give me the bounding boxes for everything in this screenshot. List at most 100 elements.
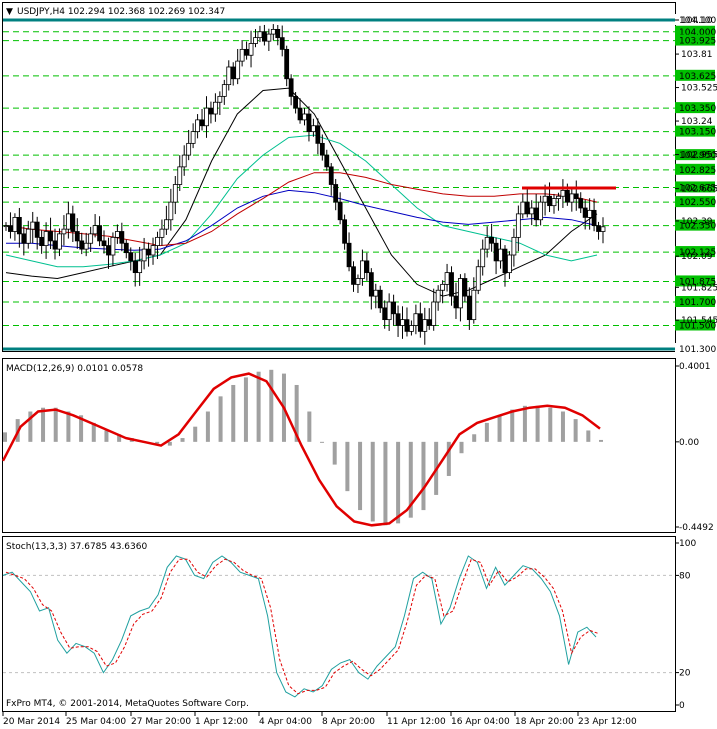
level-label-bg (675, 343, 715, 354)
candle-body (248, 43, 254, 56)
candle-body (569, 193, 575, 203)
candle-body (52, 240, 58, 250)
candle-body (97, 225, 102, 242)
candle-body (3, 225, 9, 228)
level-label-bg (675, 296, 715, 307)
candle-body (57, 233, 62, 250)
candle-body (39, 236, 45, 246)
macd-bar (586, 430, 591, 442)
macd-bar (599, 439, 603, 442)
candle-body (596, 225, 601, 232)
candle-body (168, 201, 174, 221)
candle-body (382, 307, 388, 321)
level-label-bg (675, 319, 715, 331)
candle-body (119, 231, 125, 244)
macd-tick-label: 0.4001 (679, 362, 711, 372)
candle-body (79, 240, 85, 250)
candle-body (16, 216, 22, 235)
macd-tick-label: -0.4492 (679, 523, 714, 533)
candle-body (360, 260, 365, 279)
candle-body (328, 166, 334, 185)
candle-body (556, 195, 561, 199)
candle-body (257, 31, 263, 39)
macd-bar (104, 430, 109, 442)
candle-body (212, 101, 218, 115)
macd-bar (573, 419, 578, 442)
candle-body (560, 189, 566, 197)
candle-body (315, 125, 321, 144)
macd-bar (294, 384, 299, 442)
candle-body (524, 201, 530, 215)
time-label: 8 Apr 20:00 (322, 717, 375, 727)
candle-body (466, 295, 472, 321)
candle-body (128, 252, 134, 262)
price-panel-frame (2, 2, 676, 352)
price-tick-label: 104.10 (681, 16, 713, 26)
price-tick-label: 102.665 (681, 185, 717, 195)
level-label: 103.350 (679, 104, 716, 114)
level-label: 104.100 (679, 16, 716, 26)
time-label: 27 Mar 20:00 (131, 717, 191, 727)
level-label-bg (675, 25, 715, 37)
macd-bar (79, 415, 84, 442)
macd-bar (510, 409, 515, 442)
candle-body (48, 231, 53, 242)
macd-bar (408, 441, 413, 518)
macd-bar (345, 441, 350, 492)
macd-bar (155, 441, 160, 444)
stoch-level-lines (3, 574, 675, 674)
candle-body (253, 37, 258, 44)
candle-body (284, 48, 290, 80)
macd-bar (193, 426, 198, 442)
macd-bar (535, 405, 540, 442)
candle-body (471, 289, 477, 321)
level-label-bg (675, 149, 715, 161)
candle-body (493, 242, 499, 262)
price-tick-label: 103.24 (681, 117, 713, 127)
candle-body (489, 236, 495, 244)
level-label-bg (675, 14, 715, 25)
candle-body (395, 313, 401, 326)
candle-body (106, 245, 111, 256)
candle-body (462, 278, 468, 297)
candle-body (417, 313, 423, 332)
macd-bar (332, 441, 337, 465)
candle-body (435, 289, 441, 303)
candle-body (204, 107, 209, 127)
triangle-icon: ▼ (6, 7, 13, 17)
time-label: 18 Apr 20:00 (515, 717, 574, 727)
candle-body (507, 254, 512, 274)
candle-body (440, 283, 446, 291)
candle-body (266, 33, 272, 42)
candle-body (600, 226, 606, 232)
candle-body (520, 201, 526, 215)
level-label: 102.825 (679, 166, 716, 176)
candle-body (288, 78, 294, 97)
candle-body (137, 260, 143, 274)
candle-body (306, 113, 312, 133)
candle-body (591, 209, 597, 227)
candle-body (279, 37, 285, 50)
level-label-bg (675, 246, 715, 258)
level-label: 103.625 (679, 72, 716, 82)
candle-body (337, 201, 343, 221)
candle-body (351, 266, 356, 285)
macd-bar (522, 405, 527, 442)
candle-body (311, 125, 316, 133)
macd-bar (548, 407, 553, 442)
time-label: 1 Apr 12:00 (195, 717, 248, 727)
candle-body (221, 84, 227, 97)
candle-body (74, 231, 80, 242)
level-label-bg (675, 102, 715, 114)
candle-body (262, 31, 267, 42)
macd-signal-line (1, 372, 601, 527)
macd-bar (91, 422, 96, 442)
stoch-main-line (2, 555, 597, 698)
candle-body (190, 131, 196, 144)
candle-body (163, 219, 169, 230)
candle-body (386, 301, 392, 321)
candle-body (426, 319, 432, 326)
candle-body (159, 228, 165, 238)
candle-body (92, 225, 98, 235)
